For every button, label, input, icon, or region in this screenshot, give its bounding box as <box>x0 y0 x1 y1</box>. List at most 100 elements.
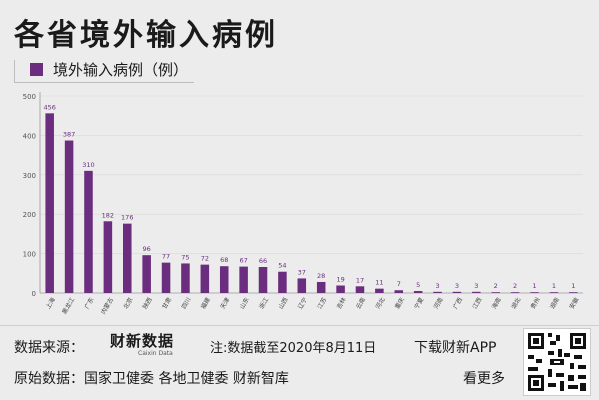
data-label-6: 77 <box>162 253 170 261</box>
y-tick-label: 400 <box>23 132 36 140</box>
x-tick-label-9: 天津 <box>219 297 231 311</box>
data-label-14: 28 <box>317 272 325 280</box>
bar-13 <box>297 278 307 293</box>
data-label-25: 1 <box>532 282 536 290</box>
data-label-5: 96 <box>143 245 151 253</box>
data-label-7: 75 <box>181 253 189 261</box>
x-tick-label-5: 陕西 <box>141 296 154 310</box>
x-tick-label-19: 宁夏 <box>412 296 425 310</box>
data-label-17: 11 <box>375 279 383 287</box>
x-tick-label-6: 甘肃 <box>160 296 173 310</box>
data-label-0: 456 <box>43 103 55 111</box>
x-tick-label-0: 上海 <box>44 296 57 310</box>
data-label-27: 1 <box>571 282 575 290</box>
data-label-13: 37 <box>298 268 306 276</box>
data-label-23: 2 <box>494 282 498 290</box>
data-label-26: 1 <box>552 282 556 290</box>
bar-22 <box>472 291 481 293</box>
x-tick-label-25: 贵州 <box>529 296 542 310</box>
x-tick-label-23: 海南 <box>490 296 503 310</box>
data-label-4: 176 <box>121 214 133 222</box>
date-note: 注:数据截至2020年8月11日 <box>210 341 377 356</box>
data-label-15: 19 <box>336 276 344 284</box>
bar-3 <box>103 221 113 293</box>
bar-20 <box>433 291 442 293</box>
bar-9 <box>219 266 229 293</box>
x-tick-label-15: 吉林 <box>335 296 348 310</box>
origin-data: 原始数据：国家卫健委 各地卫健委 财新智库 <box>14 371 289 387</box>
legend-label: 境外输入病例（例） <box>53 61 189 79</box>
data-label-11: 66 <box>259 257 267 265</box>
bar-17 <box>375 288 384 293</box>
y-tick-label: 0 <box>32 290 36 298</box>
x-tick-label-17: 河北 <box>374 296 387 310</box>
footer-divider <box>0 325 599 326</box>
data-label-20: 3 <box>435 282 439 290</box>
data-label-8: 72 <box>201 255 209 263</box>
data-label-22: 3 <box>474 282 478 290</box>
bar-19 <box>413 291 423 293</box>
bar-0 <box>45 113 54 293</box>
bar-10 <box>239 266 248 293</box>
x-tick-label-27: 安徽 <box>568 296 581 310</box>
source-label: 数据来源： <box>14 340 84 356</box>
download-app-link[interactable]: 下载财新APP <box>414 340 497 356</box>
x-tick-label-20: 河南 <box>432 296 445 310</box>
bar-21 <box>452 291 462 293</box>
qr-code-icon[interactable] <box>523 328 591 396</box>
bar-7 <box>181 263 190 293</box>
brand-logo[interactable]: 财新数据 Caixin Data <box>110 334 174 357</box>
data-label-9: 68 <box>220 256 228 264</box>
x-tick-label-26: 湖南 <box>548 296 561 310</box>
data-label-24: 2 <box>513 282 517 290</box>
legend-swatch <box>30 63 43 76</box>
bar-1 <box>64 140 74 293</box>
data-label-12: 54 <box>278 262 286 270</box>
y-tick-label: 300 <box>23 172 36 180</box>
bar-4 <box>123 223 132 293</box>
y-tick-label: 200 <box>23 211 36 219</box>
brand-name-en: Caixin Data <box>138 350 173 357</box>
bar-26 <box>549 292 559 293</box>
bar-25 <box>530 292 539 293</box>
bar-chart: 0100200300400500456上海387黑龙江310广东182内蒙古17… <box>23 92 583 316</box>
x-tick-label-7: 四川 <box>181 297 193 311</box>
legend: 境外输入病例（例） <box>30 59 188 80</box>
x-tick-label-24: 湖北 <box>509 296 522 310</box>
x-tick-label-2: 广东 <box>83 296 96 310</box>
x-tick-label-1: 黑龙江 <box>60 296 76 316</box>
y-tick-label: 500 <box>23 93 36 101</box>
bar-16 <box>355 286 365 293</box>
x-tick-label-11: 浙江 <box>257 296 270 310</box>
bar-23 <box>491 292 500 293</box>
bar-27 <box>569 292 578 293</box>
x-tick-label-4: 北京 <box>122 296 135 310</box>
x-tick-label-18: 重庆 <box>393 296 406 310</box>
legend-divider <box>14 82 194 83</box>
bar-24 <box>510 292 520 293</box>
x-tick-label-16: 云南 <box>354 296 367 310</box>
data-label-3: 182 <box>102 211 114 219</box>
bar-8 <box>200 264 210 293</box>
x-tick-label-12: 山西 <box>277 296 290 310</box>
bar-12 <box>278 271 287 293</box>
x-tick-label-3: 内蒙古 <box>99 296 115 316</box>
x-tick-label-8: 福建 <box>199 296 212 310</box>
data-label-18: 7 <box>397 280 401 288</box>
bar-18 <box>394 290 404 293</box>
x-tick-label-21: 广西 <box>451 296 464 310</box>
data-label-2: 310 <box>82 161 94 169</box>
bar-6 <box>161 262 171 293</box>
legend-divider-vertical <box>14 60 15 82</box>
x-tick-label-22: 江西 <box>471 297 483 311</box>
y-tick-label: 100 <box>23 251 36 259</box>
bar-2 <box>84 170 93 293</box>
brand-name: 财新数据 <box>110 332 175 350</box>
data-label-1: 387 <box>63 131 75 139</box>
chart-title: 各省境外输入病例 <box>14 18 278 53</box>
x-tick-label-13: 辽宁 <box>296 296 309 310</box>
bar-5 <box>142 255 151 293</box>
bar-15 <box>336 285 345 293</box>
see-more-link[interactable]: 看更多 <box>463 371 505 387</box>
data-label-19: 5 <box>416 281 420 289</box>
